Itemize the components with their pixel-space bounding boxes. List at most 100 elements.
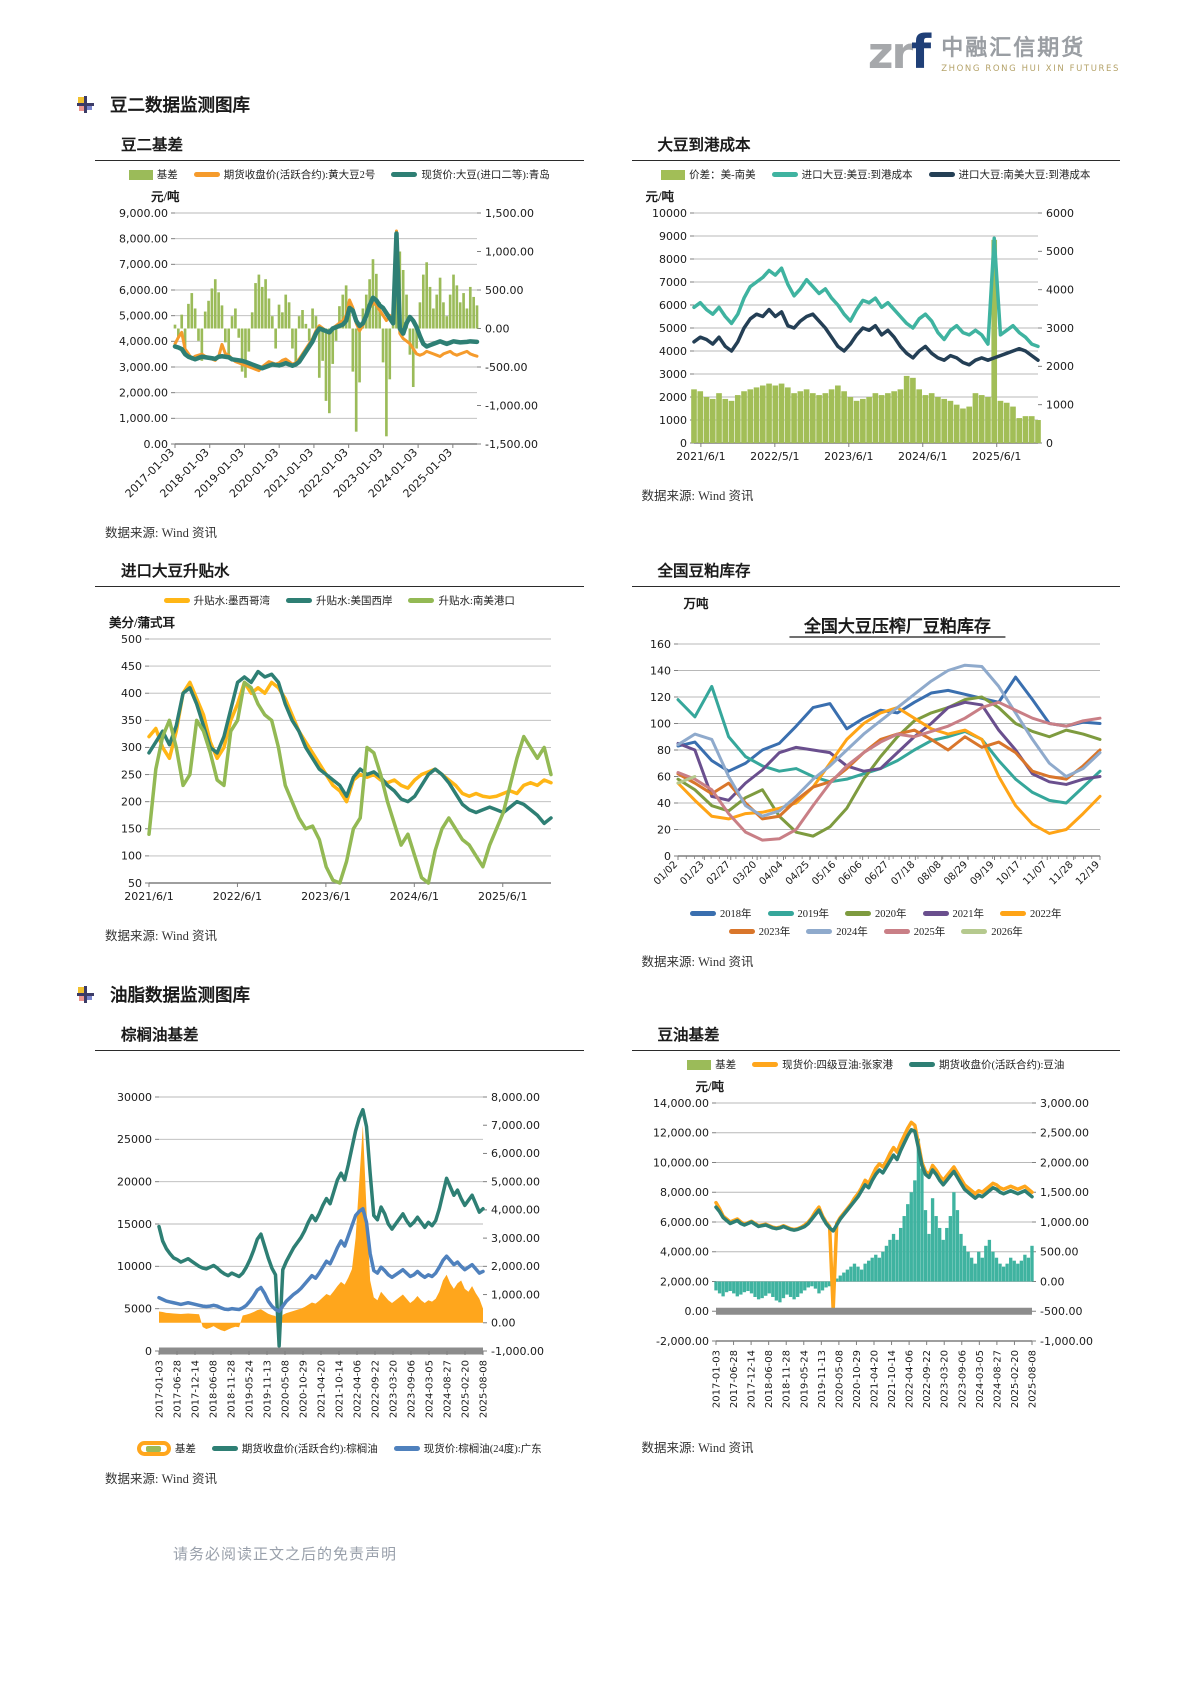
svg-text:1,000.00: 1,000.00 (485, 245, 534, 258)
legend-item: 2021年 (922, 906, 985, 921)
chart-canvas-premium: 50 100 150 200 250 300 350 400 450 500 2021/6/1 202… (95, 631, 584, 913)
svg-text:100: 100 (121, 850, 142, 863)
chart-canvas-palm-basis: 0 5000 10000 15000 20000 25000 30000 -1,000.00 0… (95, 1087, 584, 1435)
svg-text:1000: 1000 (1046, 398, 1074, 411)
axis-unit-label: 元/吨 (645, 190, 674, 204)
svg-text:04/25: 04/25 (783, 859, 811, 887)
svg-text:2020-05-08: 2020-05-08 (281, 1360, 292, 1418)
svg-text:05/16: 05/16 (810, 859, 838, 887)
svg-text:8,000.00: 8,000.00 (491, 1091, 540, 1104)
legend-line-swatch (728, 929, 755, 934)
legend-label: 2021年 (952, 909, 985, 920)
legend-label: 期货收盘价(活跃合约):豆油 (938, 1060, 1065, 1071)
axis-unit-label: 元/吨 (695, 1080, 724, 1094)
svg-text:1,000.00: 1,000.00 (119, 412, 168, 425)
chart-title: 全国豆粕库存 (657, 563, 751, 580)
svg-text:2017-12-14: 2017-12-14 (746, 1350, 757, 1408)
spacer (95, 1057, 584, 1087)
svg-text:20000: 20000 (117, 1175, 152, 1188)
svg-text:100: 100 (650, 717, 671, 730)
legend-label: 基差 (715, 1060, 737, 1071)
svg-text:2020-10-29: 2020-10-29 (299, 1360, 310, 1418)
axis-unit-label: 元/吨 (151, 190, 180, 204)
legend-item: 进口大豆:美豆:到港成本 (771, 167, 913, 182)
legend-line-swatch (752, 1062, 779, 1067)
svg-text:0.00: 0.00 (491, 1317, 516, 1330)
legend-row: 价差：美-南美 进口大豆:美豆:到港成本 进口大豆:南美大豆:到港成本 (632, 167, 1121, 182)
svg-text:2,000.00: 2,000.00 (1040, 1156, 1089, 1169)
svg-text:2020-10-29: 2020-10-29 (851, 1350, 862, 1408)
svg-text:2022-04-06: 2022-04-06 (904, 1350, 915, 1408)
data-source: 数据来源: Wind 资讯 (105, 929, 217, 943)
legend-label: 价差：美-南美 (689, 170, 756, 181)
svg-text:7,000.00: 7,000.00 (119, 258, 168, 271)
svg-text:2000: 2000 (659, 391, 687, 404)
legend-bar-swatch (687, 1059, 712, 1070)
svg-text:2018-06-08: 2018-06-08 (209, 1360, 220, 1418)
svg-text:2024-03-05: 2024-03-05 (425, 1360, 436, 1418)
svg-text:03/20: 03/20 (731, 859, 759, 887)
logo-f-text: f (911, 25, 932, 79)
legend-item: 升贴水:墨西哥湾 (163, 593, 270, 608)
section-title: 豆二数据监测图库 (110, 95, 250, 115)
legend-label: 进口大豆:南美大豆:到港成本 (958, 170, 1091, 181)
svg-text:2023/6/1: 2023/6/1 (824, 450, 873, 463)
svg-text:2,500.00: 2,500.00 (1040, 1127, 1089, 1140)
svg-text:2023-03-20: 2023-03-20 (939, 1350, 950, 1408)
svg-text:2022/5/1: 2022/5/1 (750, 450, 799, 463)
svg-text:9000: 9000 (659, 230, 687, 243)
svg-text:2021/6/1: 2021/6/1 (124, 890, 173, 903)
chart-canvas-bean2-basis: 0.00 1,000.00 2,000.00 3,000.00 4,000.00 5,00… (95, 205, 584, 510)
legend-row: 升贴水:墨西哥湾 升贴水:美国西岸 升贴水:南美港口 (95, 593, 584, 608)
legend-item: 期货收盘价(活跃合约):黄大豆2号 (193, 167, 375, 182)
chart-block-bean2-basis: 豆二基差 基差 期货收盘价(活跃合约):黄大豆2号 现货价:大豆(进口二等):青岛 … (95, 119, 584, 545)
svg-text:2017-01-03: 2017-01-03 (155, 1360, 166, 1418)
svg-text:200: 200 (121, 795, 142, 808)
chart-title: 进口大豆升贴水 (121, 563, 230, 580)
legend-item: 期货收盘价(活跃合约):豆油 (908, 1057, 1065, 1072)
svg-text:2022-09-22: 2022-09-22 (922, 1350, 933, 1408)
legend-row: 基差 期货收盘价(活跃合约):黄大豆2号 现货价:大豆(进口二等):青岛 (95, 167, 584, 182)
chart-svg: 0 1000 2000 3000 4000 5000 6000 7000 8000 9000 100… (652, 207, 1074, 463)
chart-canvas-soyoil-basis: -2,000.00 0.00 2,000.00 4,000.00 6,000.00 8,0… (632, 1095, 1121, 1425)
svg-text:全国大豆压榨厂豆粕库存: 全国大豆压榨厂豆粕库存 (802, 616, 990, 636)
svg-text:04/04: 04/04 (757, 859, 785, 887)
svg-text:2022/6/1: 2022/6/1 (213, 890, 262, 903)
legend-inner-swatch (146, 1445, 162, 1452)
legend-line-swatch (908, 1062, 935, 1067)
svg-text:2019-11-13: 2019-11-13 (263, 1360, 274, 1418)
legend-line-swatch (163, 598, 190, 603)
svg-text:2019-11-13: 2019-11-13 (816, 1350, 827, 1408)
svg-text:06/06: 06/06 (836, 859, 864, 887)
svg-text:2024-08-27: 2024-08-27 (443, 1360, 454, 1418)
svg-text:8,000.00: 8,000.00 (660, 1186, 709, 1199)
svg-text:8,000.00: 8,000.00 (119, 232, 168, 245)
svg-text:400: 400 (121, 687, 142, 700)
legend-line-swatch (767, 911, 794, 916)
chart-svg: 0 5000 10000 15000 20000 25000 30000 -1,000.00 0… (117, 1091, 544, 1418)
svg-text:0.00: 0.00 (485, 322, 510, 335)
svg-text:4,000.00: 4,000.00 (660, 1246, 709, 1259)
legend-label: 2023年 (758, 927, 791, 938)
svg-text:2024-08-27: 2024-08-27 (992, 1350, 1003, 1408)
svg-text:10,000.00: 10,000.00 (653, 1156, 709, 1169)
svg-text:15000: 15000 (117, 1218, 152, 1231)
header: zrf 中融汇信期货 ZHONG RONG HUI XIN FUTURES (95, 20, 1120, 84)
svg-text:30000: 30000 (117, 1091, 152, 1104)
chart-row-3: 棕榈油基差 0 5000 10000 15000 20000 25000 30000 -1,0… (95, 1009, 1120, 1491)
svg-text:6000: 6000 (659, 299, 687, 312)
svg-text:2025/6/1: 2025/6/1 (478, 890, 527, 903)
legend-item: 基差 (128, 167, 178, 182)
legend-label: 基差 (174, 1444, 196, 1455)
svg-text:2021/6/1: 2021/6/1 (676, 450, 725, 463)
svg-text:10/17: 10/17 (994, 859, 1022, 887)
legend-bar-swatch (128, 169, 153, 180)
data-source: 数据来源: Wind 资讯 (641, 1441, 754, 1455)
svg-text:-500.00: -500.00 (1040, 1305, 1082, 1318)
legend-label: 2018年 (720, 909, 752, 920)
chart-title: 豆油基差 (657, 1027, 720, 1044)
chart-legend: 基差 期货收盘价(活跃合约):棕榈油 现货价:棕榈油(24度):广东 (95, 1441, 584, 1456)
svg-text:10000: 10000 (117, 1260, 152, 1273)
svg-text:0: 0 (680, 437, 687, 450)
legend-item: 现货价:四级豆油:张家港 (752, 1057, 893, 1072)
